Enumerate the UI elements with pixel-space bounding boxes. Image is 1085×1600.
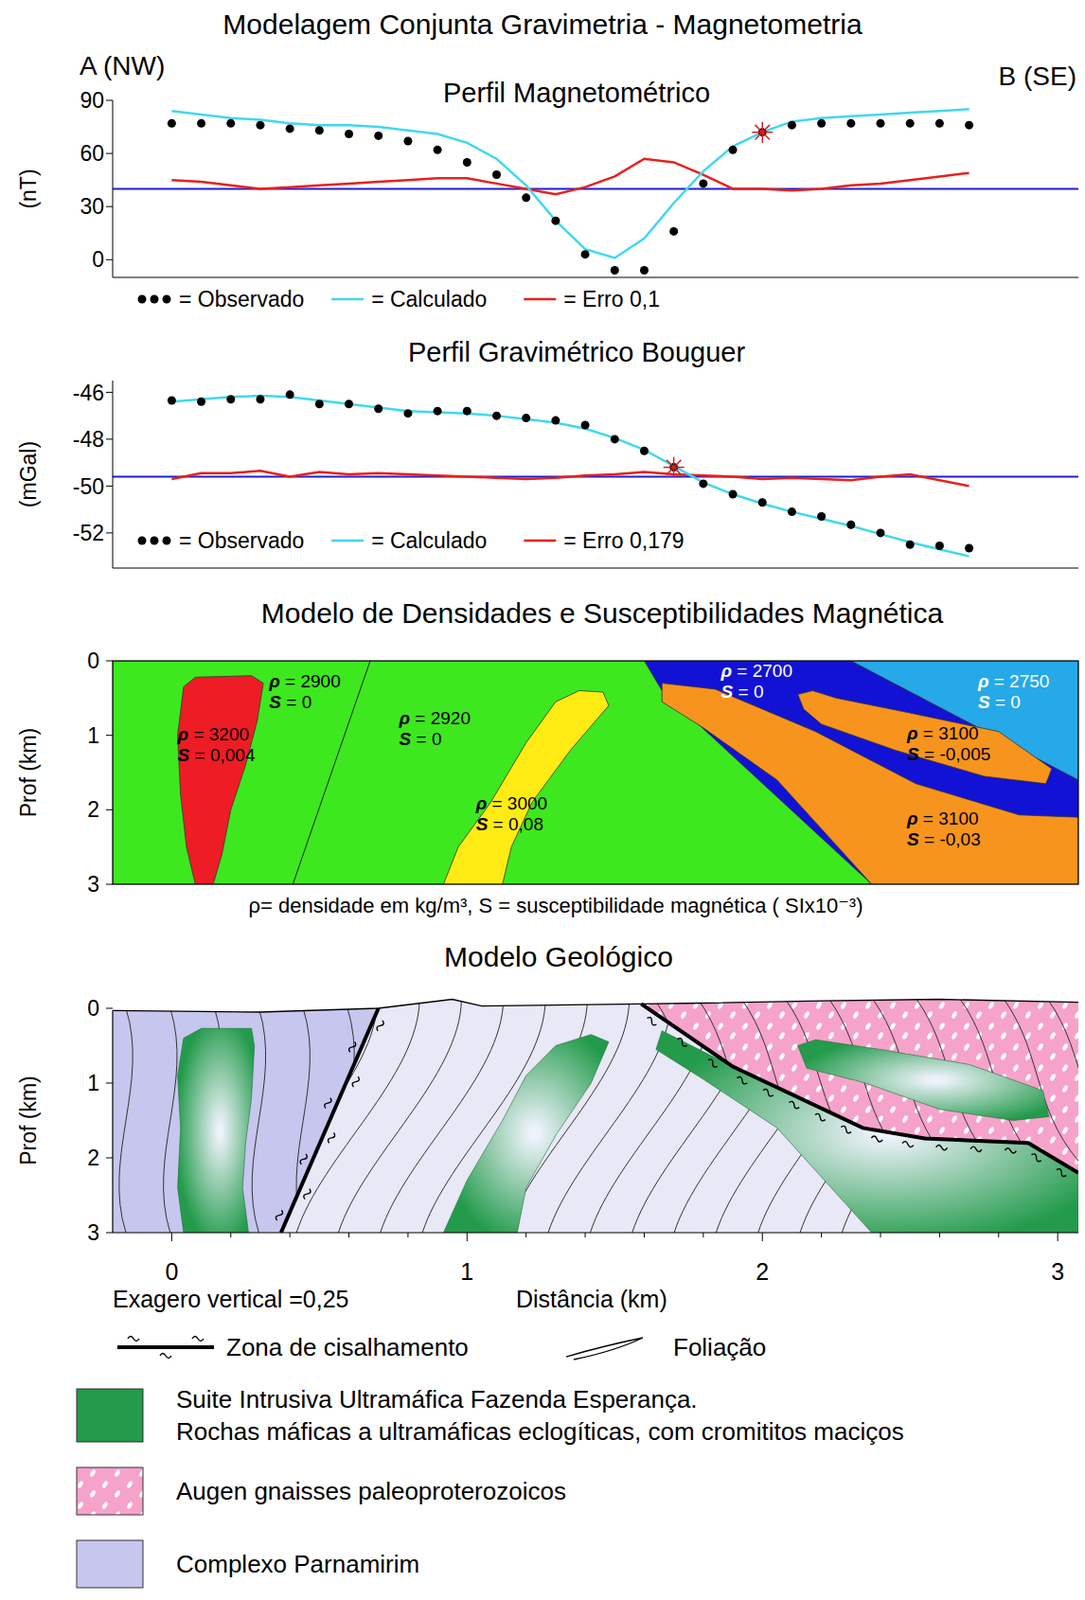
svg-text:= Observado: = Observado [178,528,304,553]
svg-text:Modelo Geológico: Modelo Geológico [444,941,674,973]
svg-text:2: 2 [87,1145,100,1171]
svg-text:1: 1 [87,723,100,748]
svg-text:60: 60 [79,141,105,166]
svg-text:Prof (km): Prof (km) [16,728,41,819]
svg-text:Suite Intrusiva Ultramáfica Fa: Suite Intrusiva Ultramáfica Fazenda Espe… [176,1385,698,1414]
svg-text:= Erro 0,179: = Erro 0,179 [563,528,684,553]
svg-text:1: 1 [87,1070,100,1096]
svg-text:Complexo Parnamirim: Complexo Parnamirim [176,1549,420,1579]
svg-text:ρ = 3200S = 0,004: ρ = 3200S = 0,004 [177,724,256,765]
svg-text:0: 0 [87,648,100,674]
svg-text:0: 0 [164,1258,178,1285]
svg-text:-46: -46 [72,380,105,406]
svg-text:Distância (km): Distância (km) [515,1285,668,1313]
svg-text:ρ = 2900S = 0: ρ = 2900S = 0 [267,671,340,712]
svg-text:ρ = 3100S = -0,005: ρ = 3100S = -0,005 [906,723,991,765]
svg-text:-52: -52 [72,520,105,546]
svg-text:= Erro 0,1: = Erro 0,1 [563,286,660,312]
svg-text:(nT): (nT) [16,168,41,209]
svg-text:Foliação: Foliação [673,1333,766,1362]
svg-text:ρ = 2750S = 0: ρ = 2750S = 0 [977,671,1050,712]
svg-text:Perfil Magnetométrico: Perfil Magnetométrico [443,77,711,108]
svg-text:1: 1 [460,1258,474,1285]
svg-text:3: 3 [1050,1258,1065,1285]
svg-text:ρ= densidade em kg/m³, S = sus: ρ= densidade em kg/m³, S = susceptibilid… [249,893,864,918]
svg-text:Augen gnaisses paleoproterozoi: Augen gnaisses paleoproterozoicos [176,1476,567,1506]
svg-text:-48: -48 [72,426,105,452]
svg-text:Modelagem Conjunta Gravimetria: Modelagem Conjunta Gravimetria - Magneto… [222,8,863,40]
svg-text:ρ = 2700S = 0: ρ = 2700S = 0 [720,660,793,702]
svg-text:Zona de cisalhamento: Zona de cisalhamento [226,1333,469,1362]
svg-text:0: 0 [87,996,100,1021]
svg-text:B (SE): B (SE) [998,61,1077,91]
svg-text:ρ = 3000S = 0,08: ρ = 3000S = 0,08 [475,793,548,835]
svg-text:3: 3 [87,1220,100,1246]
svg-text:= Observado: = Observado [178,286,304,312]
svg-text:Prof (km): Prof (km) [16,1075,41,1166]
svg-text:3: 3 [87,871,100,897]
svg-text:Rochas máficas a ultramáficas: Rochas máficas a ultramáficas eclogítica… [176,1417,905,1446]
svg-text:90: 90 [79,88,105,113]
svg-text:0: 0 [91,247,105,272]
svg-text:ρ = 2920S = 0: ρ = 2920S = 0 [398,708,471,749]
svg-text:A (NW): A (NW) [79,51,165,81]
svg-text:-50: -50 [72,474,105,499]
svg-text:ρ = 3100S = -0,03: ρ = 3100S = -0,03 [906,808,981,850]
svg-text:Perfil Gravimétrico Bouguer: Perfil Gravimétrico Bouguer [408,337,747,368]
svg-text:2: 2 [87,797,100,822]
svg-text:Modelo de Densidades e Suscept: Modelo de Densidades e Susceptibilidades… [261,597,944,629]
svg-text:30: 30 [79,194,105,219]
svg-text:= Calculado: = Calculado [371,286,487,312]
svg-text:(mGal): (mGal) [16,441,41,508]
svg-text:2: 2 [755,1258,769,1285]
svg-text:= Calculado: = Calculado [371,528,487,553]
svg-text:Exagero vertical =0,25: Exagero vertical =0,25 [112,1285,349,1313]
